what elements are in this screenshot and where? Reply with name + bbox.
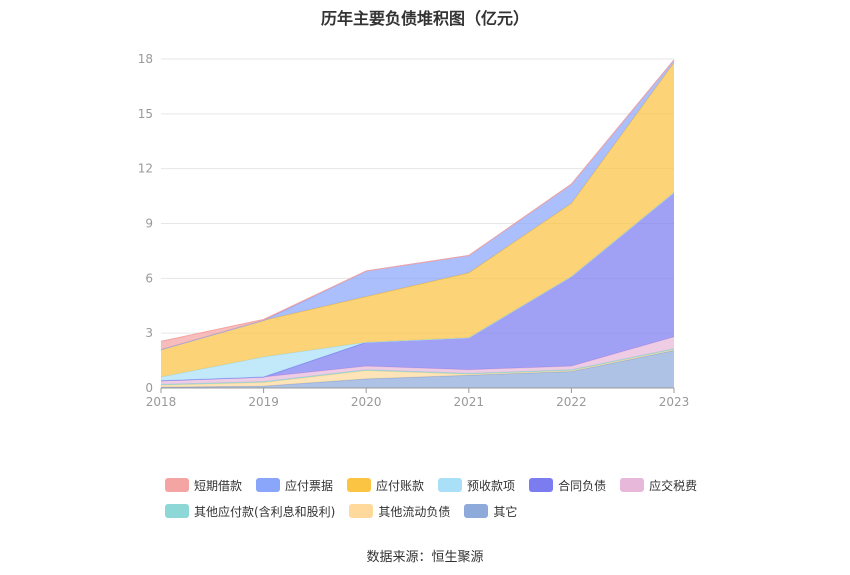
legend-item[interactable]: 应交税费 — [620, 477, 697, 494]
legend-swatch — [529, 478, 554, 492]
legend-item[interactable]: 其他流动负债 — [349, 503, 450, 520]
area-series-4 — [161, 192, 674, 381]
area-series-0 — [161, 350, 674, 388]
legend-label: 预收款项 — [467, 478, 516, 493]
legend-label: 应付账款 — [376, 478, 425, 493]
legend-item[interactable]: 应付账款 — [347, 477, 424, 494]
area-series-3 — [161, 336, 674, 385]
legend-row: 其他应付款(含利息和股利) 其他流动负债 其它 — [165, 498, 725, 524]
legend-swatch — [347, 478, 372, 492]
x-tick-label: 2022 — [556, 395, 587, 409]
legend-swatch — [620, 478, 645, 492]
area-series-6 — [161, 62, 674, 378]
legend-item[interactable]: 其它 — [464, 503, 517, 520]
legend-label: 应付票据 — [285, 478, 334, 493]
y-tick-label: 12 — [138, 162, 153, 176]
x-tick-label: 2021 — [454, 395, 485, 409]
legend-swatch — [349, 504, 374, 518]
area-series — [160, 59, 675, 388]
legend-item[interactable]: 预收款项 — [438, 477, 515, 494]
legend-label: 短期借款 — [194, 478, 243, 493]
legend-item[interactable]: 短期借款 — [165, 477, 242, 494]
legend-label: 其他应付款(含利息和股利) — [194, 504, 336, 519]
legend: 短期借款 应付票据 应付账款 预收款项 合同负债 应交税费其他应付款(含利息和股利) 其他流… — [165, 472, 725, 524]
legend-label: 其他流动负债 — [378, 504, 451, 519]
area-line-8 — [160, 59, 675, 342]
chart-title: 历年主要负债堆积图（亿元） — [320, 9, 529, 28]
y-tick-label: 15 — [138, 107, 153, 121]
y-tick-label: 3 — [145, 326, 153, 340]
legend-item[interactable]: 其他应付款(含利息和股利) — [165, 503, 335, 520]
legend-item[interactable]: 应付票据 — [256, 477, 333, 494]
y-tick-label: 0 — [145, 381, 153, 395]
data-source: 数据来源：恒生聚源 — [366, 550, 484, 565]
legend-row: 短期借款 应付票据 应付账款 预收款项 合同负债 应交税费 — [165, 472, 725, 498]
legend-swatch — [165, 478, 189, 492]
legend-label: 其它 — [493, 504, 518, 519]
x-tick-label: 2020 — [351, 395, 382, 409]
x-tick-label: 2019 — [248, 395, 279, 409]
legend-swatch — [165, 504, 189, 518]
legend-swatch — [464, 504, 489, 518]
legend-swatch — [256, 478, 281, 492]
x-tick-label: 2023 — [659, 395, 690, 409]
axes: 0 3 6 9 12 15 18 2018 2019 2020 2021 2022 2023 — [138, 52, 690, 409]
legend-label: 应交税费 — [649, 478, 698, 493]
y-tick-label: 6 — [145, 271, 153, 285]
x-tick-label: 2018 — [146, 395, 177, 409]
legend-item[interactable]: 合同负债 — [529, 477, 606, 494]
y-tick-label: 9 — [145, 217, 153, 231]
legend-swatch — [438, 478, 463, 492]
y-tick-label: 18 — [138, 52, 153, 66]
legend-label: 合同负债 — [558, 478, 607, 493]
